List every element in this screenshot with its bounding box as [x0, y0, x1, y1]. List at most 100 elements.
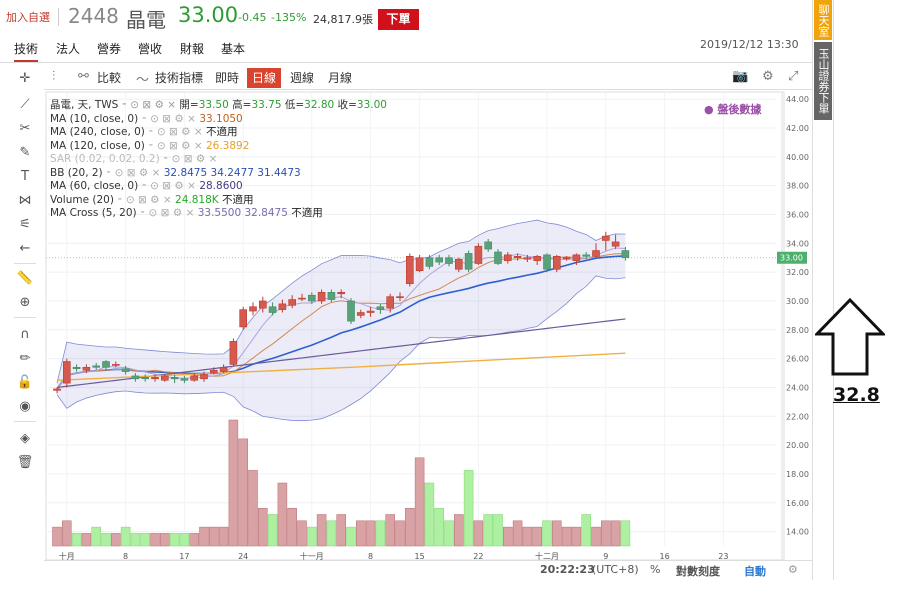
weekly-button[interactable]: 週線: [290, 71, 315, 85]
bb-lower-line: [56, 275, 626, 422]
pattern-tool-icon[interactable]: ⋈: [18, 193, 32, 208]
percent-scale-toggle[interactable]: %: [650, 563, 661, 576]
chart-container: [0, 62, 812, 580]
tab-financials[interactable]: 財報: [180, 42, 205, 56]
legend-controls-icon[interactable]: ⁃ ⊙ ⊠ ⚙ ×: [144, 126, 206, 138]
trash-icon[interactable]: 🗑: [16, 455, 34, 470]
legend-controls-icon[interactable]: ⁃ ⊙ ⊠ ⚙ ×: [138, 180, 200, 192]
candle-body: [92, 365, 100, 368]
volume-bar: [160, 533, 170, 547]
legend-row-label: BB (20, 2): [50, 166, 103, 179]
candle-body: [415, 257, 424, 272]
daily-button[interactable]: 日線: [247, 68, 282, 88]
volume-bar: [169, 533, 180, 547]
indicators-button[interactable]: 技術指標: [155, 71, 204, 85]
broker-order-button[interactable]: 玉山證券下單: [814, 42, 832, 120]
fib-tool-icon[interactable]: ✂: [19, 121, 31, 136]
gear-icon[interactable]: ⚙: [762, 69, 774, 84]
price-chart[interactable]: 44.00 42.00 40.00 38.00 36.00 34.00 32.00 30.00…: [0, 0, 812, 600]
brush-icon[interactable]: ✎: [19, 145, 31, 160]
x-tick-label: 17: [179, 552, 189, 561]
volume-bar: [483, 514, 493, 547]
ruler-icon[interactable]: 📏: [16, 271, 34, 286]
candle-type-icon[interactable]: ⫶: [52, 69, 56, 84]
crosshair-icon[interactable]: ✛: [19, 71, 31, 86]
legend-low-label: 低=: [284, 99, 305, 111]
legend-row-value: 24.818K: [175, 193, 223, 206]
tab-revenue[interactable]: 營收: [138, 42, 163, 56]
layers-icon[interactable]: ◈: [20, 431, 30, 446]
volume-bar: [101, 533, 111, 547]
candle-body: [601, 235, 610, 241]
legend-row-value: 34.2477: [210, 166, 258, 179]
intraday-button[interactable]: 即時: [215, 71, 240, 85]
tab-basic[interactable]: 基本: [221, 42, 246, 56]
add-to-watchlist-link[interactable]: 加入自選: [6, 11, 50, 24]
compare-icon[interactable]: ⚯: [78, 69, 89, 84]
draw-lock-icon[interactable]: ✏: [19, 351, 31, 366]
volume-bar: [522, 526, 533, 547]
text-tool-icon[interactable]: T: [21, 169, 29, 184]
x-tick-label: 8: [368, 552, 373, 561]
y-tick-label: 42.00: [786, 124, 809, 133]
chat-room-button[interactable]: 聊天室: [814, 0, 832, 40]
lock-icon[interactable]: 🔓: [16, 375, 34, 390]
monthly-button[interactable]: 月線: [328, 71, 353, 85]
scale-settings-icon[interactable]: ⚙: [788, 563, 798, 576]
trend-line-icon[interactable]: ⟋: [20, 97, 30, 112]
y-tick-label: 20.00: [786, 441, 809, 450]
y-tick-label: 36.00: [786, 211, 809, 220]
tab-margin[interactable]: 營券: [97, 42, 122, 56]
legend-row-value: 33.1050: [199, 112, 243, 125]
volume-bar: [277, 482, 288, 547]
volume-bar: [493, 514, 503, 547]
tool-divider: [14, 263, 36, 264]
magnet-icon[interactable]: ∩: [20, 327, 30, 342]
candle-body: [307, 294, 316, 302]
candle-body: [445, 257, 453, 264]
volume-bar: [150, 533, 160, 547]
volume-text: 24,817.9張: [313, 13, 373, 26]
candle-body: [102, 361, 110, 368]
legend-controls-icon[interactable]: ⁃ ⊙ ⊠ ⚙ ×: [144, 139, 206, 152]
x-axis: 十月 8 17 24 十一月 8 15 22 十二月 9 16 23: [59, 551, 729, 561]
legend-controls-icon[interactable]: ⁃ ⊙ ⊠ ⚙ ×: [159, 153, 218, 165]
prediction-tool-icon[interactable]: ⚟: [19, 217, 31, 232]
x-tick-label: 16: [660, 552, 670, 561]
stock-name: 晶電: [126, 8, 166, 32]
chart-bottom-bar: 20:22:23 (UTC+8) % 對數刻度 自動 ⚙: [44, 560, 812, 578]
legend-ohlc-row: 晶電, 天, TWS ⁃ ⊙ ⊠ ⚙ × 開=33.50 高=33.75 低=3…: [50, 99, 387, 111]
candle-body: [464, 253, 473, 270]
indicators-icon[interactable]: 〜: [136, 73, 150, 88]
visibility-icon[interactable]: ◉: [19, 399, 31, 414]
tab-institutional[interactable]: 法人: [56, 42, 81, 56]
legend-controls-icon[interactable]: ⁃ ⊙ ⊠ ⚙ ×: [113, 193, 176, 206]
order-button[interactable]: 下單: [378, 9, 419, 30]
legend-controls-icon[interactable]: ⁃ ⊙ ⊠ ⚙ ×: [136, 207, 198, 219]
legend-row-value: 不適用: [291, 207, 323, 219]
log-scale-toggle[interactable]: 對數刻度: [676, 565, 720, 578]
legend-controls-icon[interactable]: ⁃ ⊙ ⊠ ⚙ ×: [102, 166, 164, 179]
camera-icon[interactable]: 📷: [732, 69, 749, 84]
volume-bar: [620, 520, 631, 547]
candle-body: [552, 256, 561, 270]
volume-bar: [267, 514, 278, 547]
legend-row: MA (240, close, 0) ⁃ ⊙ ⊠ ⚙ × 不適用: [50, 126, 387, 140]
tab-technical[interactable]: 技術: [14, 40, 39, 62]
back-arrow-icon[interactable]: ←: [19, 241, 31, 256]
compare-button[interactable]: 比較: [97, 71, 122, 85]
y-tick-label: 24.00: [786, 383, 809, 392]
volume-bar: [434, 507, 444, 547]
fullscreen-icon[interactable]: ⤢: [788, 69, 799, 84]
legend-close: 33.00: [356, 99, 387, 111]
legend-row-value: 31.4473: [257, 166, 301, 179]
x-tick-label: 十月: [59, 551, 75, 561]
auto-scale-toggle[interactable]: 自動: [744, 565, 766, 578]
volume-bar: [395, 520, 405, 547]
volume-bar: [581, 514, 591, 547]
candle-body: [72, 366, 81, 370]
zoom-in-icon[interactable]: ⊕: [19, 295, 31, 310]
quote-datetime: 2019/12/12 13:30: [700, 38, 799, 51]
y-tick-label: 40.00: [786, 153, 809, 162]
legend-controls-icon[interactable]: ⁃ ⊙ ⊠ ⚙ ×: [138, 112, 200, 125]
